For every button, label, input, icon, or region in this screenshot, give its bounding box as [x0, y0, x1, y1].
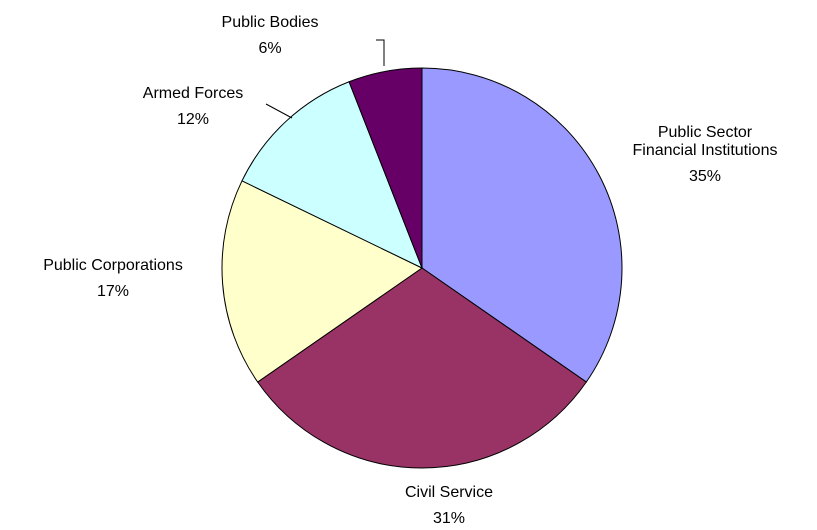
value-label: 6%	[258, 40, 282, 57]
category-label: Armed Forces	[142, 85, 244, 102]
slice-label: Armed Forces 12%	[113, 85, 273, 129]
slice-label: Public Corporations 17%	[3, 257, 223, 301]
leader-line	[265, 103, 293, 119]
category-label: Public Sector Financial Institutions	[632, 124, 778, 159]
category-label: Public Corporations	[43, 257, 183, 274]
pie-slice	[221, 180, 423, 383]
category-label: Civil Service	[404, 484, 493, 501]
value-label: 31%	[432, 510, 466, 527]
value-label: 12%	[176, 111, 210, 128]
category-label: Public Bodies	[221, 14, 319, 31]
pie-slice	[256, 267, 588, 469]
pie-slice	[348, 67, 423, 269]
slice-label: Civil Service 31%	[349, 484, 549, 528]
leader-line	[376, 39, 385, 66]
pie-slice	[241, 81, 423, 270]
pie-slice	[421, 67, 623, 383]
value-label: 17%	[96, 283, 130, 300]
slice-label: Public Bodies 6%	[190, 14, 350, 58]
slice-label: Public Sector Financial Institutions 35%	[627, 124, 784, 186]
value-label: 35%	[688, 168, 722, 185]
